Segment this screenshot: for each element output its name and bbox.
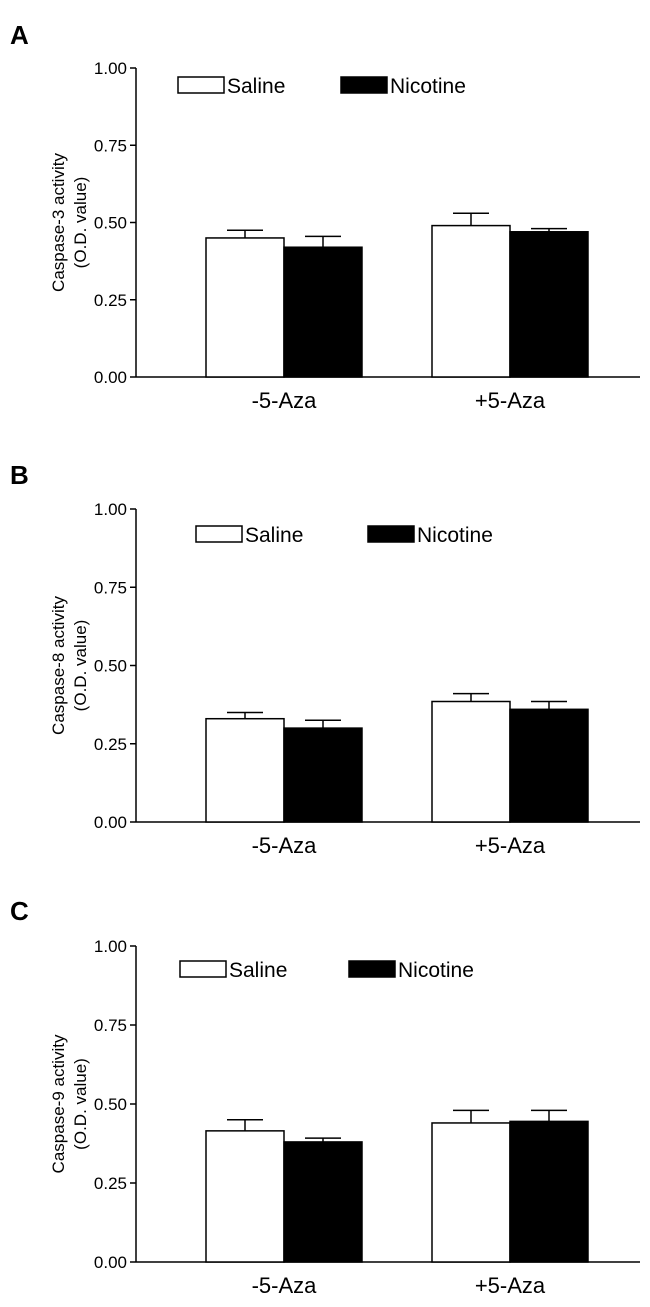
legend-swatch-saline — [179, 960, 227, 978]
x-tick-label: +5-Aza — [475, 833, 546, 858]
legend-label-nicotine: Nicotine — [417, 524, 493, 547]
y-tick-label: 1.00 — [94, 500, 127, 519]
legend-swatch-nicotine — [340, 76, 388, 94]
y-axis-label-units: (O.D. value) — [71, 1058, 90, 1150]
legend-label-nicotine: Nicotine — [398, 959, 474, 982]
y-tick-label: 0.75 — [94, 1016, 127, 1035]
y-axis-label-units: (O.D. value) — [71, 620, 90, 712]
y-tick-label: 0.50 — [94, 214, 127, 233]
chart-panel-a: A 0.00 0.25 0.50 0.75 1.00 Caspase-3 activity(… — [10, 20, 640, 413]
bar-saline — [205, 717, 285, 823]
x-tick-label: -5-Aza — [252, 1273, 318, 1298]
x-tick-label: -5-Aza — [252, 833, 318, 858]
bar-saline — [205, 237, 285, 378]
legend-label-saline: Saline — [227, 75, 285, 98]
panel-label: C — [10, 896, 29, 926]
y-tick-label: 0.25 — [94, 735, 127, 754]
legend-swatch-nicotine — [348, 960, 396, 978]
bar-nicotine — [283, 727, 363, 823]
y-tick-label: 0.50 — [94, 1095, 127, 1114]
y-tick-label: 0.75 — [94, 578, 127, 597]
bar-nicotine — [283, 246, 363, 378]
y-axis-label-units: (O.D. value) — [71, 177, 90, 269]
y-tick-label: 1.00 — [94, 59, 127, 78]
y-tick-label: 0.00 — [94, 813, 127, 832]
legend-swatch-nicotine — [367, 525, 415, 543]
y-axis-label: Caspase-8 activity — [49, 596, 68, 735]
y-axis-label: Caspase-3 activity — [49, 153, 68, 292]
legend-swatch-saline — [177, 76, 225, 94]
y-tick-label: 0.00 — [94, 1253, 127, 1272]
bar-saline — [431, 1122, 511, 1263]
legend-label-nicotine: Nicotine — [390, 75, 466, 98]
panel-label: A — [10, 20, 29, 50]
x-tick-label: -5-Aza — [252, 388, 318, 413]
y-tick-label: 1.00 — [94, 937, 127, 956]
y-tick-label: 0.25 — [94, 1174, 127, 1193]
chart-panel-b: B 0.00 0.25 0.50 0.75 1.00 Caspase-8 activity(… — [10, 460, 640, 858]
panel-label: B — [10, 460, 29, 490]
legend-swatch-saline — [195, 525, 243, 543]
y-axis-label: Caspase-9 activity — [49, 1034, 68, 1173]
bar-saline — [431, 700, 511, 823]
y-tick-label: 0.75 — [94, 136, 127, 155]
y-tick-label: 0.50 — [94, 657, 127, 676]
bar-saline — [431, 224, 511, 378]
bar-nicotine — [509, 231, 589, 378]
legend-label-saline: Saline — [229, 959, 287, 982]
y-tick-label: 0.25 — [94, 291, 127, 310]
bar-nicotine — [509, 1120, 589, 1263]
x-tick-label: +5-Aza — [475, 388, 546, 413]
chart-panel-c: C 0.00 0.25 0.50 0.75 1.00 Caspase-9 activity(… — [10, 896, 640, 1298]
bar-nicotine — [283, 1141, 363, 1263]
bar-saline — [205, 1130, 285, 1263]
x-tick-label: +5-Aza — [475, 1273, 546, 1298]
y-tick-label: 0.00 — [94, 368, 127, 387]
bar-nicotine — [509, 708, 589, 823]
legend-label-saline: Saline — [245, 524, 303, 547]
